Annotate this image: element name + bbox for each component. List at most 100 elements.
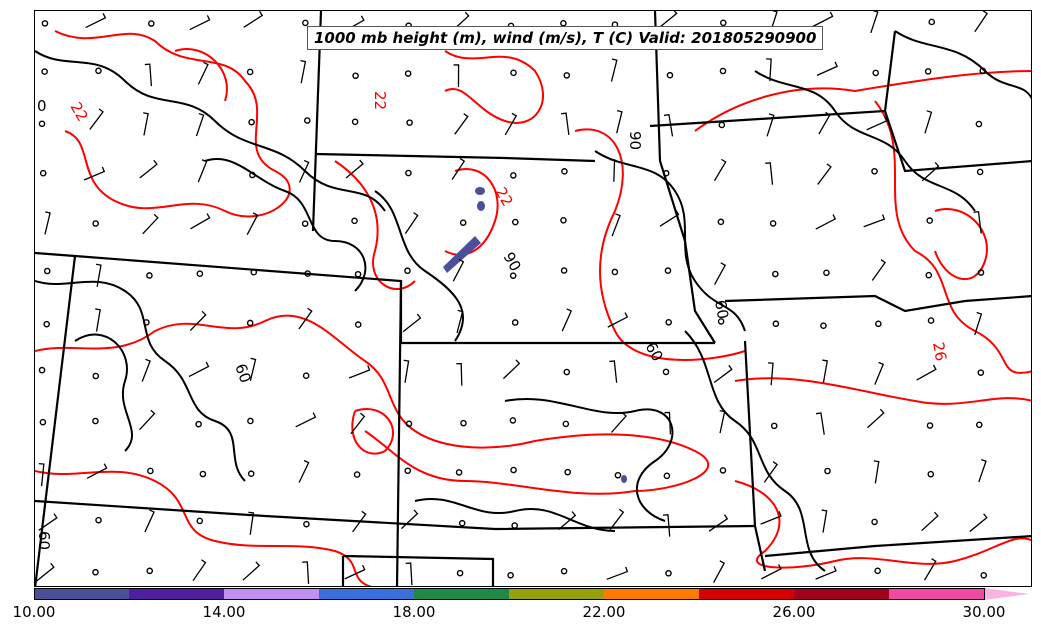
calm-wind-marker: [510, 69, 517, 77]
calm-wind-marker: [39, 169, 47, 177]
calm-wind-marker: [195, 420, 202, 428]
calm-wind-marker: [354, 270, 362, 278]
wind-barb: [973, 210, 982, 234]
wind-barb: [86, 463, 108, 479]
wind-barb: [815, 412, 825, 435]
wind-barb: [243, 11, 264, 28]
calm-wind-marker: [772, 320, 780, 328]
colorbar-segment: [794, 588, 889, 600]
wind-barb: [452, 258, 465, 282]
calm-wind-marker: [404, 70, 412, 77]
wind-barb: [143, 112, 149, 136]
wind-barb: [815, 214, 837, 230]
calm-wind-marker: [512, 218, 519, 226]
calm-wind-marker: [769, 220, 777, 227]
wind-barb: [821, 509, 828, 533]
calm-wind-marker: [303, 117, 311, 124]
colorbar-tick-label: 30.00: [962, 603, 1006, 621]
colorbar-segment: [129, 588, 224, 600]
wind-barb: [870, 11, 879, 34]
wind-barb: [188, 361, 210, 378]
wind-barb: [606, 566, 629, 580]
wind-barb: [242, 561, 261, 581]
calm-wind-marker: [248, 118, 255, 126]
wind-barb: [144, 509, 155, 533]
colorbar-tick-label: 18.00: [392, 603, 436, 621]
calm-wind-marker: [302, 19, 309, 27]
calm-wind-marker: [979, 67, 987, 75]
calm-wind-marker: [38, 366, 46, 374]
calm-wind-marker: [38, 120, 46, 128]
wind-barb: [302, 561, 310, 584]
wind-barb: [197, 61, 209, 85]
calm-wind-marker: [43, 320, 50, 328]
map-panel: 60 60 60 60 90 90 22 22 22 26 0 1000 mb …: [34, 10, 1032, 587]
wind-barb: [300, 59, 307, 84]
wind-barb: [405, 562, 413, 586]
wind-barb: [609, 360, 618, 383]
wind-barb: [713, 158, 727, 182]
wind-barb: [95, 263, 102, 287]
calm-wind-marker: [562, 420, 570, 428]
state-boundaries: [35, 11, 1031, 586]
calm-wind-marker: [560, 267, 568, 274]
wind-barb: [352, 510, 367, 533]
wind-barb: [38, 513, 58, 531]
colorbar-segment: [889, 588, 984, 600]
colorbar: [34, 588, 1029, 600]
temperature-contours: [35, 30, 1031, 586]
calm-wind-marker: [353, 471, 361, 478]
wind-barb: [610, 412, 627, 433]
calm-wind-marker: [770, 422, 778, 430]
calm-wind-marker: [354, 321, 362, 328]
calm-wind-marker: [928, 18, 936, 26]
wind-barb: [350, 412, 366, 435]
wind-barb: [139, 159, 158, 179]
wind-barb: [607, 312, 629, 328]
calm-wind-marker: [404, 267, 411, 275]
wind-barb: [190, 213, 211, 230]
calm-wind-marker: [95, 67, 102, 75]
colorbar-segment: [414, 588, 509, 600]
wind-barb: [873, 460, 880, 484]
wind-barb: [142, 213, 159, 235]
wind-barb: [708, 514, 729, 532]
calm-wind-marker: [975, 120, 983, 128]
calm-wind-marker: [405, 169, 412, 177]
wind-barb: [298, 459, 310, 483]
wind-barb: [249, 357, 257, 382]
calm-wind-marker: [927, 317, 935, 324]
wind-barb: [916, 364, 937, 381]
wind-barb: [921, 511, 939, 532]
calm-wind-marker: [926, 217, 934, 224]
wind-barb: [659, 209, 680, 227]
wind-barb: [345, 159, 364, 179]
height-contour-label: 60: [231, 361, 254, 385]
wind-barb: [561, 308, 573, 332]
calm-wind-marker: [510, 466, 517, 474]
wind-barb: [141, 358, 151, 382]
wind-barb: [83, 166, 106, 181]
wind-barb: [609, 158, 616, 182]
wind-barb: [85, 13, 107, 29]
temperature-contour-label: 22: [492, 184, 517, 210]
wind-barb: [195, 112, 205, 137]
colorbar-tick-label: 14.00: [202, 603, 246, 621]
wind-barb: [344, 564, 366, 580]
calm-wind-marker: [719, 467, 727, 474]
calm-wind-marker: [872, 69, 879, 77]
colorbar-tick-label: 10.00: [12, 603, 56, 621]
calm-wind-marker: [560, 567, 568, 575]
calm-wind-marker: [406, 119, 413, 126]
wind-barb: [451, 157, 466, 180]
wind-barb: [767, 362, 774, 386]
calm-wind-marker: [926, 422, 934, 429]
wind-barb: [974, 311, 983, 336]
wind-barb: [609, 508, 625, 531]
wind-barb: [978, 459, 987, 483]
wind-barb: [713, 364, 733, 384]
wind-barb: [659, 11, 678, 28]
calm-wind-marker: [92, 372, 100, 380]
wind-barb: [295, 412, 317, 428]
wind-barb: [402, 313, 422, 333]
